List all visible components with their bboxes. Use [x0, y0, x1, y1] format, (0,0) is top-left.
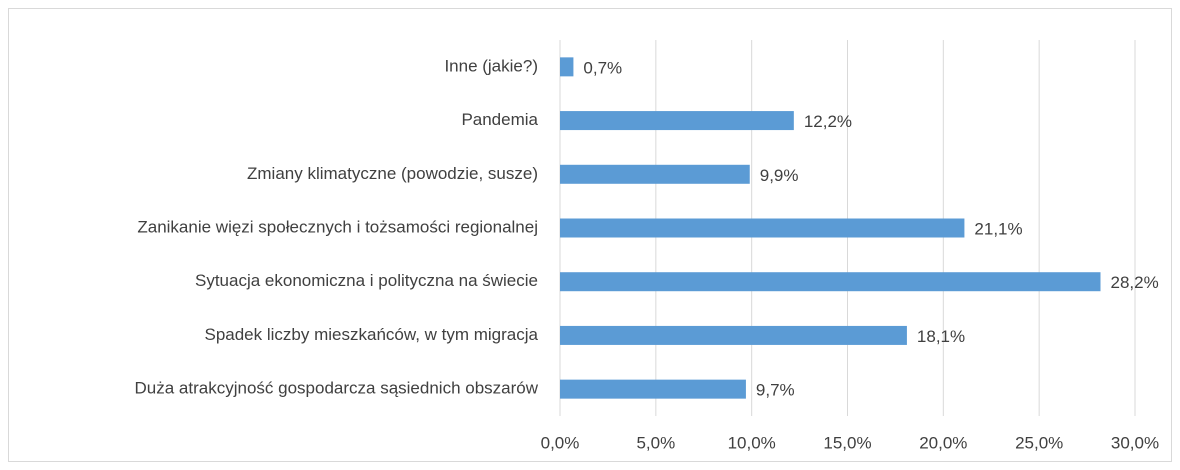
- y-tick-label: Spadek liczby mieszkańców, w tym migracj…: [204, 325, 538, 344]
- x-tick-label: 15,0%: [823, 433, 871, 452]
- bar: [560, 379, 746, 399]
- bar: [560, 272, 1101, 292]
- y-tick-label: Zanikanie więzi społecznych i tożsamości…: [137, 217, 538, 236]
- y-tick-label: Zmiany klimatyczne (powodzie, susze): [247, 164, 538, 183]
- data-label: 28,2%: [1111, 273, 1159, 292]
- x-tick-label: 0,0%: [541, 433, 580, 452]
- bar: [560, 164, 750, 184]
- bar: [560, 111, 794, 131]
- bar: [560, 218, 965, 238]
- x-tick-label: 20,0%: [919, 433, 967, 452]
- data-label: 9,9%: [760, 166, 799, 185]
- y-tick-label: Pandemia: [461, 110, 538, 129]
- y-tick-label: Duża atrakcyjność gospodarcza sąsiednich…: [135, 379, 539, 398]
- data-label: 18,1%: [917, 327, 965, 346]
- x-tick-label: 30,0%: [1111, 433, 1159, 452]
- data-label: 9,7%: [756, 381, 795, 400]
- bar: [560, 325, 907, 345]
- data-label: 21,1%: [974, 219, 1022, 238]
- y-tick-label: Inne (jakie?): [444, 56, 538, 75]
- bar: [560, 57, 574, 77]
- y-tick-label: Sytuacja ekonomiczna i polityczna na świ…: [195, 271, 538, 290]
- x-tick-label: 5,0%: [636, 433, 675, 452]
- data-label: 12,2%: [804, 112, 852, 131]
- data-label: 0,7%: [583, 58, 622, 77]
- x-tick-label: 10,0%: [728, 433, 776, 452]
- x-tick-label: 25,0%: [1015, 433, 1063, 452]
